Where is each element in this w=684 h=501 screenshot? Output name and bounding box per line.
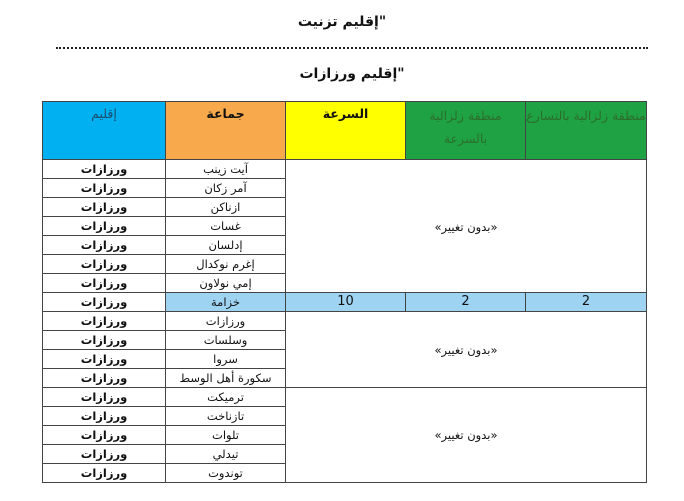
- province-cell: ورزازات: [42, 406, 166, 426]
- province-cell: ورزازات: [42, 463, 166, 483]
- province-cell: ورزازات: [42, 311, 166, 331]
- province-cell: ورزازات: [42, 444, 166, 464]
- commune-cell: إدلسان: [165, 235, 286, 255]
- header-row: إقليم جماعة السرعة منطقة زلزالية بالسرعة…: [42, 101, 647, 160]
- commune-cell: إمي نولاون: [165, 273, 286, 293]
- province-cell: ورزازات: [42, 292, 166, 312]
- commune-cell: توندوت: [165, 463, 286, 483]
- table-row: ورزازات تازناخت: [42, 406, 647, 426]
- table-row: ورزازات توندوت: [42, 463, 647, 483]
- province-cell: ورزازات: [42, 197, 166, 217]
- no-change-cell: «بدون تغيير»: [285, 387, 647, 483]
- no-change-cell: «بدون تغيير»: [285, 159, 647, 293]
- commune-cell: غسات: [165, 216, 286, 236]
- header-province: إقليم: [42, 101, 166, 160]
- commune-cell: وسلسات: [165, 330, 286, 350]
- seismic-zone-table: إقليم جماعة السرعة منطقة زلزالية بالسرعة…: [42, 101, 647, 483]
- table-row: ورزازات غسات: [42, 216, 647, 236]
- table-row: ورزازات إغرم نوكدال: [42, 254, 647, 274]
- province-cell: ورزازات: [42, 178, 166, 198]
- no-change-cell: «بدون تغيير»: [285, 311, 647, 388]
- speed-cell: 10: [285, 292, 406, 312]
- province-cell: ورزازات: [42, 216, 166, 236]
- zone-speed-cell: 2: [405, 292, 526, 312]
- header-speed: السرعة: [285, 101, 406, 160]
- commune-cell: ازناكن: [165, 197, 286, 217]
- table-row: ورزازات وسلسات: [42, 330, 647, 350]
- province-cell: ورزازات: [42, 387, 166, 407]
- table-row: ورزازات تلوات: [42, 425, 647, 445]
- province-cell: ورزازات: [42, 235, 166, 255]
- province-cell: ورزازات: [42, 368, 166, 388]
- commune-cell: تلوات: [165, 425, 286, 445]
- commune-cell: آيت زينب: [165, 159, 286, 179]
- commune-cell: تيدلي: [165, 444, 286, 464]
- commune-cell: سكورة أهل الوسط: [165, 368, 286, 388]
- header-zone-speed: منطقة زلزالية بالسرعة: [405, 101, 526, 160]
- table-row: ورزازات ورزازات «بدون تغيير»: [42, 311, 647, 388]
- commune-cell: تازناخت: [165, 406, 286, 426]
- province-cell: ورزازات: [42, 349, 166, 369]
- province-cell: ورزازات: [42, 254, 166, 274]
- table-row: ورزازات سروا: [42, 349, 647, 369]
- commune-cell: خزامة: [165, 292, 286, 312]
- zone-acceleration-cell: 2: [525, 292, 647, 312]
- table-row: ورزازات سكورة أهل الوسط: [42, 368, 647, 388]
- title-tiznit: "إقليم تزنيت: [297, 14, 387, 30]
- province-cell: ورزازات: [42, 273, 166, 293]
- dotted-divider: [56, 47, 648, 49]
- province-cell: ورزازات: [42, 425, 166, 445]
- commune-cell: ترميكت: [165, 387, 286, 407]
- table-row: ورزازات آيت زينب «بدون تغيير»: [42, 159, 647, 293]
- commune-cell: سروا: [165, 349, 286, 369]
- province-cell: ورزازات: [42, 159, 166, 179]
- header-commune: جماعة: [165, 101, 286, 160]
- commune-cell: ورزازات: [165, 311, 286, 331]
- header-zone-acceleration: منطقة زلزالية بالتسارع: [525, 101, 647, 160]
- table-row: ورزازات ترميكت «بدون تغيير»: [42, 387, 647, 483]
- commune-cell: آمر زكان: [165, 178, 286, 198]
- title-ouarzazate: "إقليم ورزازات: [299, 66, 405, 82]
- province-cell: ورزازات: [42, 330, 166, 350]
- table-row: ورزازات خزامة 10 2 2: [42, 292, 647, 312]
- commune-cell: إغرم نوكدال: [165, 254, 286, 274]
